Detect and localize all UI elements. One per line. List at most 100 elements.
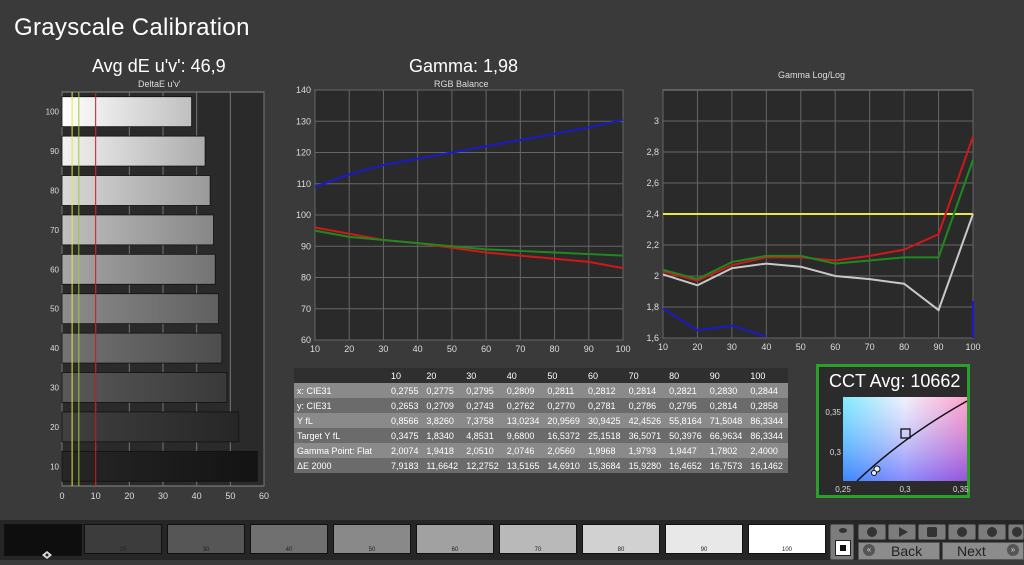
- de-bar: [61, 450, 258, 482]
- x-tick-label: 70: [515, 344, 525, 354]
- swatch-label: 100: [781, 547, 792, 553]
- table-cell: 1,9418: [423, 443, 464, 458]
- y-tick-label: 70: [50, 226, 59, 235]
- y-tick-label: 130: [296, 116, 311, 126]
- table-cell: 86,3344: [747, 428, 788, 443]
- swatch-80[interactable]: 80: [582, 524, 660, 554]
- cie-x-tick: 0,25: [835, 485, 851, 494]
- rgb-balance-chart: 60 70 80 90 100 110 120 130 140 10 20 30 40 50 60 70 80 9…: [296, 86, 631, 354]
- x-tick-label: 0: [59, 491, 64, 501]
- table-header-cell: 80: [666, 368, 707, 383]
- table-cell: 3,8260: [423, 413, 464, 428]
- y-tick-label: 80: [301, 273, 311, 283]
- table-cell: 20,9569: [544, 413, 585, 428]
- y-tick-label: 100: [296, 210, 311, 220]
- swatch-label: 70: [534, 547, 542, 553]
- settings-icon: [957, 527, 967, 537]
- gamma-header: Gamma: 1,98: [409, 56, 519, 76]
- table-cell: 0,2811: [544, 383, 585, 398]
- table-cell: 2,0510: [463, 443, 504, 458]
- swatch-90[interactable]: 90: [665, 524, 743, 554]
- table-cell: 13,5165: [503, 458, 545, 473]
- table-header-cell: 40: [503, 368, 545, 383]
- table-row: y: CIE31 0,2653 0,2709 0,2743 0,2762 0,2770 0,…: [294, 398, 788, 413]
- table-header-cell: 100: [747, 368, 788, 383]
- x-tick-label: 80: [899, 342, 909, 352]
- ctrl-button-5[interactable]: [978, 524, 1006, 540]
- x-tick-label: 10: [658, 342, 668, 352]
- back-icon: «: [863, 544, 875, 556]
- y-tick-label: 120: [296, 148, 311, 158]
- ctrl-button-1[interactable]: [858, 524, 886, 540]
- gamma-loglog-title: Gamma Log/Log: [778, 70, 846, 80]
- table-header-cell: 30: [463, 368, 504, 383]
- ctrl-button-6[interactable]: [1008, 524, 1024, 540]
- table-cell: 0,2781: [584, 398, 626, 413]
- table-header-cell: 10: [388, 368, 424, 383]
- table-cell: 86,3344: [747, 413, 788, 428]
- table-cell: 16,7573: [706, 458, 748, 473]
- swatch-label: 20: [119, 547, 127, 553]
- y-tick-label: 2,2: [646, 240, 659, 250]
- table-header-cell: 20: [423, 368, 464, 383]
- avg-de-header: Avg dE u'v': 46,9: [92, 56, 226, 76]
- stop-button[interactable]: [835, 540, 851, 556]
- ctrl-button-2[interactable]: [888, 524, 916, 540]
- table-cell: 4,8531: [463, 428, 504, 443]
- table-row: Gamma Point: Flat 2,0074 1,9418 2,0510 2,074…: [294, 443, 788, 458]
- swatch-20[interactable]: 20: [84, 524, 162, 554]
- table-cell: 0,2795: [463, 383, 504, 398]
- play-icon: [899, 527, 908, 537]
- table-cell: 15,3684: [584, 458, 626, 473]
- swatch-70[interactable]: 70: [499, 524, 577, 554]
- swatch-50[interactable]: 50: [333, 524, 411, 554]
- next-label: Next: [957, 543, 986, 559]
- table-cell: 1,9447: [666, 443, 707, 458]
- table-cell: 0,2809: [503, 383, 545, 398]
- table-cell: 71,5048: [706, 413, 748, 428]
- de-bar: [61, 175, 211, 206]
- de-bar: [61, 372, 228, 403]
- table-cell: 1,8340: [423, 428, 464, 443]
- table-cell: 0,2762: [503, 398, 545, 413]
- table-cell: 0,2858: [747, 398, 788, 413]
- swatch-40[interactable]: 40: [250, 524, 328, 554]
- deltae-chart-title: DeltaE u'v': [138, 79, 181, 89]
- table-cell: 0,2844: [747, 383, 788, 398]
- next-button[interactable]: Next »: [942, 542, 1024, 560]
- target-point: [900, 428, 911, 439]
- x-tick-label: 60: [259, 491, 269, 501]
- x-tick-label: 50: [225, 491, 235, 501]
- measure-control[interactable]: [830, 524, 854, 560]
- back-button[interactable]: « Back: [858, 542, 940, 560]
- table-header-row: 10 20 30 40 50 60 70 80 90 100: [294, 368, 788, 383]
- x-tick-label: 100: [615, 344, 630, 354]
- table-cell: 0,2770: [544, 398, 585, 413]
- y-tick-label: 3: [654, 116, 659, 126]
- swatch-30[interactable]: 30: [167, 524, 245, 554]
- de-bar: [61, 214, 214, 246]
- x-tick-label: 100: [965, 342, 980, 352]
- swatch-60[interactable]: 60: [416, 524, 494, 554]
- table-cell: 0,2812: [584, 383, 626, 398]
- table-cell: 0,2814: [706, 398, 748, 413]
- next-icon: »: [1007, 544, 1019, 556]
- ctrl-button-3[interactable]: [918, 524, 946, 540]
- table-cell: 36,5071: [625, 428, 667, 443]
- swatch-black[interactable]: [4, 524, 82, 556]
- y-tick-label: 100: [46, 108, 60, 117]
- x-tick-label: 50: [447, 344, 457, 354]
- swatch-100[interactable]: 100: [748, 524, 826, 554]
- table-cell: 1,9968: [584, 443, 626, 458]
- measured-point: [871, 470, 877, 476]
- x-tick-label: 10: [310, 344, 320, 354]
- x-tick-label: 10: [91, 491, 101, 501]
- table-header-cell: 50: [544, 368, 585, 383]
- swatch-label: 30: [202, 547, 210, 553]
- y-tick-label: 140: [296, 86, 311, 95]
- table-cell: 1,9793: [625, 443, 667, 458]
- table-header-cell: [294, 368, 388, 383]
- table-row: x: CIE31 0,2755 0,2775 0,2795 0,2809 0,2811 0,…: [294, 383, 788, 398]
- ctrl-button-4[interactable]: [948, 524, 976, 540]
- row-label: y: CIE31: [294, 398, 388, 413]
